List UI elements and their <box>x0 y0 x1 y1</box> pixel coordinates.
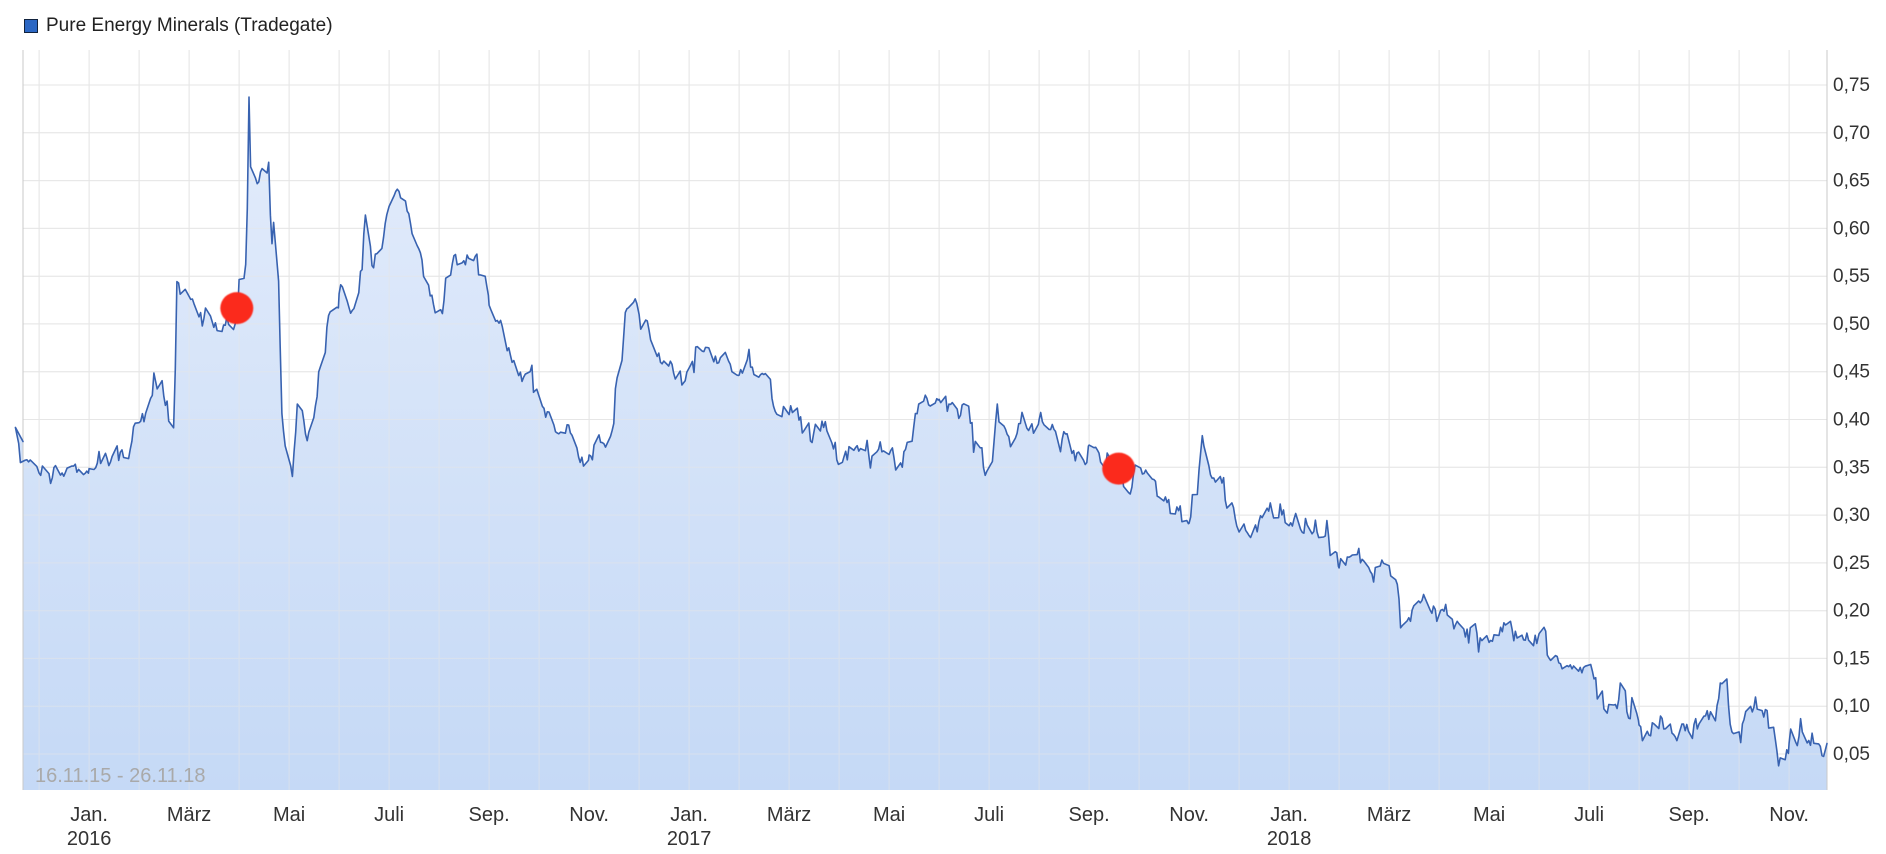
svg-text:Mai: Mai <box>873 804 905 826</box>
svg-text:Nov.: Nov. <box>569 804 609 826</box>
svg-text:0,25: 0,25 <box>1833 553 1870 574</box>
svg-text:0,40: 0,40 <box>1833 410 1870 431</box>
svg-text:0,70: 0,70 <box>1833 123 1870 144</box>
svg-text:0,60: 0,60 <box>1833 218 1870 239</box>
svg-text:Juli: Juli <box>374 804 404 826</box>
svg-text:2016: 2016 <box>67 828 112 850</box>
svg-text:Sep.: Sep. <box>469 804 510 826</box>
svg-text:Sep.: Sep. <box>1069 804 1110 826</box>
svg-text:März: März <box>1367 804 1411 826</box>
svg-text:0,35: 0,35 <box>1833 457 1870 478</box>
svg-text:16.11.15 - 26.11.18: 16.11.15 - 26.11.18 <box>35 765 206 787</box>
svg-text:März: März <box>767 804 811 826</box>
svg-text:März: März <box>167 804 211 826</box>
svg-text:Nov.: Nov. <box>1769 804 1809 826</box>
svg-text:Mai: Mai <box>1473 804 1505 826</box>
svg-text:Nov.: Nov. <box>1169 804 1209 826</box>
svg-text:0,20: 0,20 <box>1833 601 1870 622</box>
svg-text:0,05: 0,05 <box>1833 744 1870 765</box>
svg-text:0,15: 0,15 <box>1833 648 1870 669</box>
svg-text:Jan.: Jan. <box>670 804 708 826</box>
svg-text:Mai: Mai <box>273 804 305 826</box>
svg-text:Jan.: Jan. <box>1270 804 1308 826</box>
svg-text:2017: 2017 <box>667 828 712 850</box>
svg-text:2018: 2018 <box>1267 828 1312 850</box>
svg-text:0,30: 0,30 <box>1833 505 1870 526</box>
svg-text:0,10: 0,10 <box>1833 696 1870 717</box>
svg-text:Sep.: Sep. <box>1669 804 1710 826</box>
svg-text:Jan.: Jan. <box>70 804 108 826</box>
svg-text:Juli: Juli <box>974 804 1004 826</box>
svg-text:0,55: 0,55 <box>1833 266 1870 287</box>
svg-text:0,65: 0,65 <box>1833 171 1870 192</box>
svg-text:0,50: 0,50 <box>1833 314 1870 335</box>
svg-text:0,45: 0,45 <box>1833 362 1870 383</box>
svg-text:0,75: 0,75 <box>1833 75 1870 96</box>
svg-text:Juli: Juli <box>1574 804 1604 826</box>
